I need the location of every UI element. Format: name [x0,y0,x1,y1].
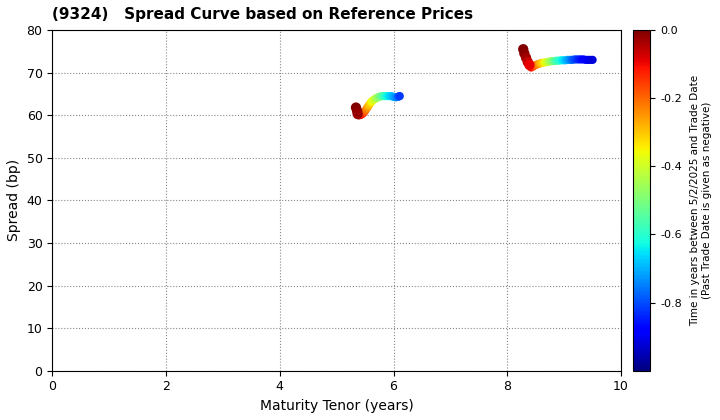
Point [366,98,378,105]
Point [382,93,393,100]
Point [567,57,578,63]
Point [361,104,373,111]
Point [577,56,589,63]
Point [541,59,553,66]
Point [571,56,582,63]
Point [364,101,375,108]
Point [546,58,557,65]
Point [359,108,371,114]
Point [582,57,594,63]
Point [374,93,386,100]
Point [557,57,569,64]
Point [539,59,551,66]
Point [353,112,364,118]
Point [357,110,369,117]
Point [369,95,381,102]
Point [518,46,529,52]
Y-axis label: Time in years between 5/2/2025 and Trade Date
(Past Trade Date is given as negat: Time in years between 5/2/2025 and Trade… [690,75,711,326]
Point [562,57,573,63]
Point [372,94,383,101]
Point [383,93,395,100]
Point [553,58,564,64]
Y-axis label: Spread (bp): Spread (bp) [7,159,21,242]
Point [351,108,363,114]
Point [387,93,398,100]
Point [521,54,532,61]
Point [534,60,546,67]
Point [379,93,391,100]
Point [373,94,384,100]
Point [548,58,559,65]
Point [394,93,405,100]
Point [518,50,530,57]
Point [569,56,580,63]
Point [354,112,365,118]
Point [355,111,366,118]
Point [555,57,567,64]
Point [528,63,539,70]
Point [530,62,541,68]
Point [365,99,377,106]
Point [377,93,388,100]
Point [388,94,400,100]
Point [544,58,555,65]
Point [580,57,592,63]
Point [587,57,598,63]
Point [575,56,587,63]
Point [385,93,397,100]
Point [350,104,361,111]
Point [564,57,575,63]
Point [573,56,585,63]
Point [551,58,562,64]
Point [356,111,367,118]
Point [393,93,405,100]
X-axis label: Maturity Tenor (years): Maturity Tenor (years) [260,399,413,413]
Point [537,60,549,66]
Point [559,57,571,64]
Text: (9324)   Spread Curve based on Reference Prices: (9324) Spread Curve based on Reference P… [53,7,473,22]
Point [585,57,596,63]
Point [378,93,390,100]
Point [526,64,537,71]
Point [523,62,535,68]
Point [352,110,364,117]
Point [358,109,369,116]
Point [392,94,403,100]
Point [532,61,544,68]
Point [361,106,372,113]
Point [363,102,374,109]
Point [390,94,402,101]
Point [522,59,534,66]
Point [368,97,379,103]
